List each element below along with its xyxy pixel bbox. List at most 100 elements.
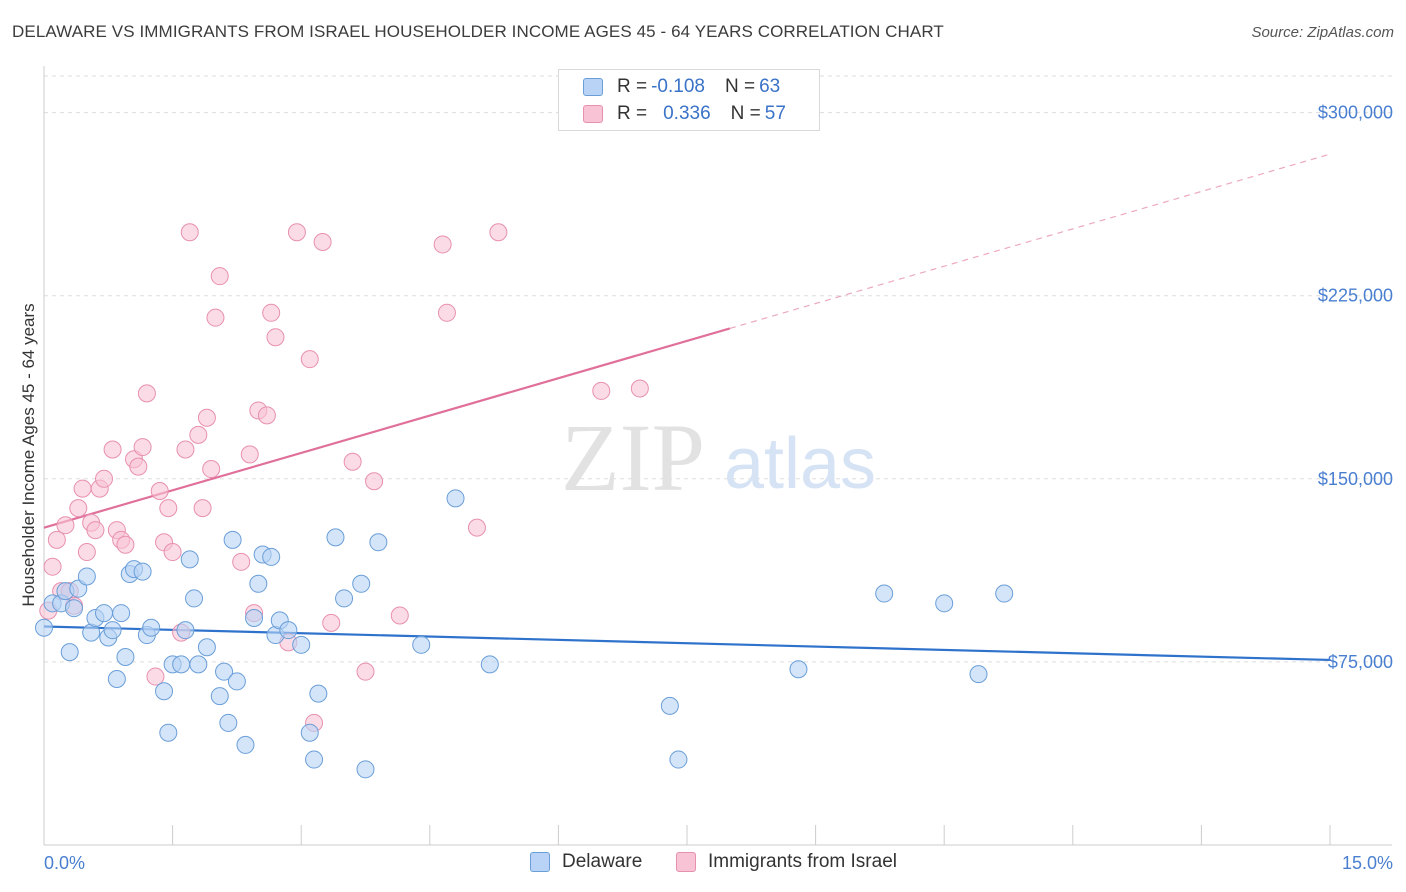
axes <box>43 66 1392 846</box>
y-tick-label: $300,000 <box>1318 103 1393 123</box>
israel-point <box>73 479 92 498</box>
series-legend-delaware[interactable]: Delaware <box>530 851 642 873</box>
delaware-point <box>935 594 954 613</box>
israel-point <box>356 662 375 681</box>
israel-point <box>150 482 169 501</box>
israel-point <box>489 223 508 242</box>
legend-row-israel: R = 0.336 N = 57 <box>583 102 786 126</box>
israel-point <box>206 308 225 327</box>
israel-point <box>163 543 182 562</box>
delaware-point <box>197 638 216 657</box>
delaware-point <box>112 604 131 623</box>
israel-point <box>193 499 212 518</box>
delaware-point <box>103 621 122 640</box>
delaware-point <box>309 684 328 703</box>
series-swatch-israel <box>676 852 696 872</box>
israel-point <box>95 469 114 488</box>
israel-point <box>437 303 456 322</box>
delaware-point <box>660 696 679 715</box>
watermark-atlas: atlas <box>724 424 876 504</box>
israel-point <box>202 460 221 479</box>
delaware-point <box>172 655 191 674</box>
delaware-point <box>189 655 208 674</box>
delaware-point <box>35 618 53 637</box>
israel-point <box>592 381 611 400</box>
delaware-point <box>65 599 84 618</box>
series-label-delaware: Delaware <box>562 851 643 872</box>
israel-point <box>313 233 332 252</box>
israel-point <box>433 235 452 254</box>
delaware-point <box>223 530 242 549</box>
series-label-israel: Immigrants from Israel <box>708 851 897 872</box>
stats-legend: R = -0.108 N = 63 R = 0.336 N = 57 <box>558 69 820 131</box>
legend-r-label: R = <box>617 103 648 124</box>
series-swatch-delaware <box>530 852 550 872</box>
israel-point <box>257 406 276 425</box>
x-tick-label: 15.0% <box>1342 853 1393 873</box>
delaware-point <box>969 665 988 684</box>
delaware-point <box>185 589 204 608</box>
delaware-point <box>249 574 268 593</box>
israel-point <box>210 267 229 286</box>
delaware-point <box>236 735 255 754</box>
delaware-point <box>789 660 808 679</box>
legend-r-value: -0.108 <box>651 76 705 97</box>
watermark-zip: ZIP <box>561 404 705 511</box>
israel-point <box>43 557 62 576</box>
israel-point <box>176 440 195 459</box>
israel-point <box>146 667 165 686</box>
legend-n-label: N = <box>724 76 756 97</box>
x-tick-labels: 0.0% 15.0% <box>44 853 1393 873</box>
delaware-points <box>35 489 1014 779</box>
israel-point <box>262 303 281 322</box>
israel-point <box>467 518 486 537</box>
delaware-point <box>60 643 79 662</box>
delaware-point <box>155 682 174 701</box>
delaware-point <box>412 635 431 654</box>
delaware-point <box>215 662 234 681</box>
source-credit: Source: ZipAtlas.com <box>1251 24 1394 41</box>
delaware-point <box>107 669 126 688</box>
legend-n-value: 63 <box>759 76 781 97</box>
delaware-point <box>262 547 281 566</box>
israel-point <box>133 438 152 457</box>
delaware-point <box>446 489 465 508</box>
delaware-point <box>227 672 246 691</box>
israel-point <box>287 223 306 242</box>
delaware-point <box>292 635 311 654</box>
delaware-point <box>305 750 324 769</box>
delaware-point <box>326 528 345 547</box>
y-tick-labels: $75,000 $150,000 $225,000 $300,000 <box>1318 103 1393 672</box>
y-axis-label: Householder Income Ages 45 - 64 years <box>19 303 38 606</box>
israel-point <box>365 472 384 491</box>
delaware-point <box>352 574 371 593</box>
delaware-point <box>133 562 152 581</box>
delaware-point <box>69 579 88 598</box>
legend-r-label: R = <box>617 76 648 97</box>
israel-point <box>197 408 216 427</box>
delaware-point <box>210 687 229 706</box>
x-tick-label: 0.0% <box>44 853 85 873</box>
delaware-point <box>159 723 178 742</box>
delaware-point <box>176 621 195 640</box>
israel-point <box>630 379 649 398</box>
series-legend-israel[interactable]: Immigrants from Israel <box>676 851 897 873</box>
delaware-point <box>116 648 135 667</box>
israel-point <box>103 440 122 459</box>
delaware-point <box>245 608 264 627</box>
delaware-point <box>219 713 238 732</box>
israel-point <box>240 445 259 464</box>
delaware-point <box>180 550 199 569</box>
delaware-point <box>995 584 1014 603</box>
israel-point <box>77 543 96 562</box>
israel-point <box>69 499 88 518</box>
israel-trend-extension <box>729 153 1331 330</box>
delaware-point <box>356 760 375 779</box>
israel-point <box>189 425 208 444</box>
grid-lines <box>44 75 1392 663</box>
israel-point <box>86 521 105 540</box>
legend-swatch-israel <box>583 105 603 123</box>
legend-n-label: N = <box>730 103 761 124</box>
delaware-point <box>300 723 319 742</box>
